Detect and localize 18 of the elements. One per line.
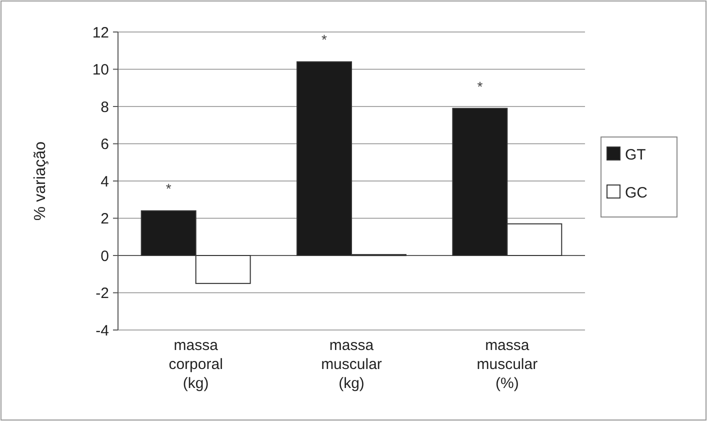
y-tick-label: 10: [92, 62, 109, 78]
legend-label: GC: [625, 184, 648, 202]
x-tick-label: massa muscular (kg): [321, 337, 382, 392]
y-tick-label: -4: [96, 322, 109, 340]
legend-label: GT: [625, 146, 646, 164]
annotation: *: [477, 78, 484, 94]
annotation: *: [322, 32, 328, 48]
y-tick-label: 0: [100, 248, 109, 265]
y-axis-title: % variação: [32, 141, 49, 221]
x-tick-label: massa muscular (%): [476, 337, 538, 392]
y-tick-label: 12: [92, 24, 109, 42]
y-tick-label: 8: [100, 98, 109, 116]
y-tick-label: -2: [96, 285, 109, 302]
y-tick-label: 4: [100, 173, 109, 190]
x-tick-label: massa corporal (kg): [168, 337, 223, 392]
y-tick-label: 6: [100, 136, 109, 153]
annotation: *: [166, 180, 172, 197]
y-tick-label: 2: [100, 210, 109, 228]
